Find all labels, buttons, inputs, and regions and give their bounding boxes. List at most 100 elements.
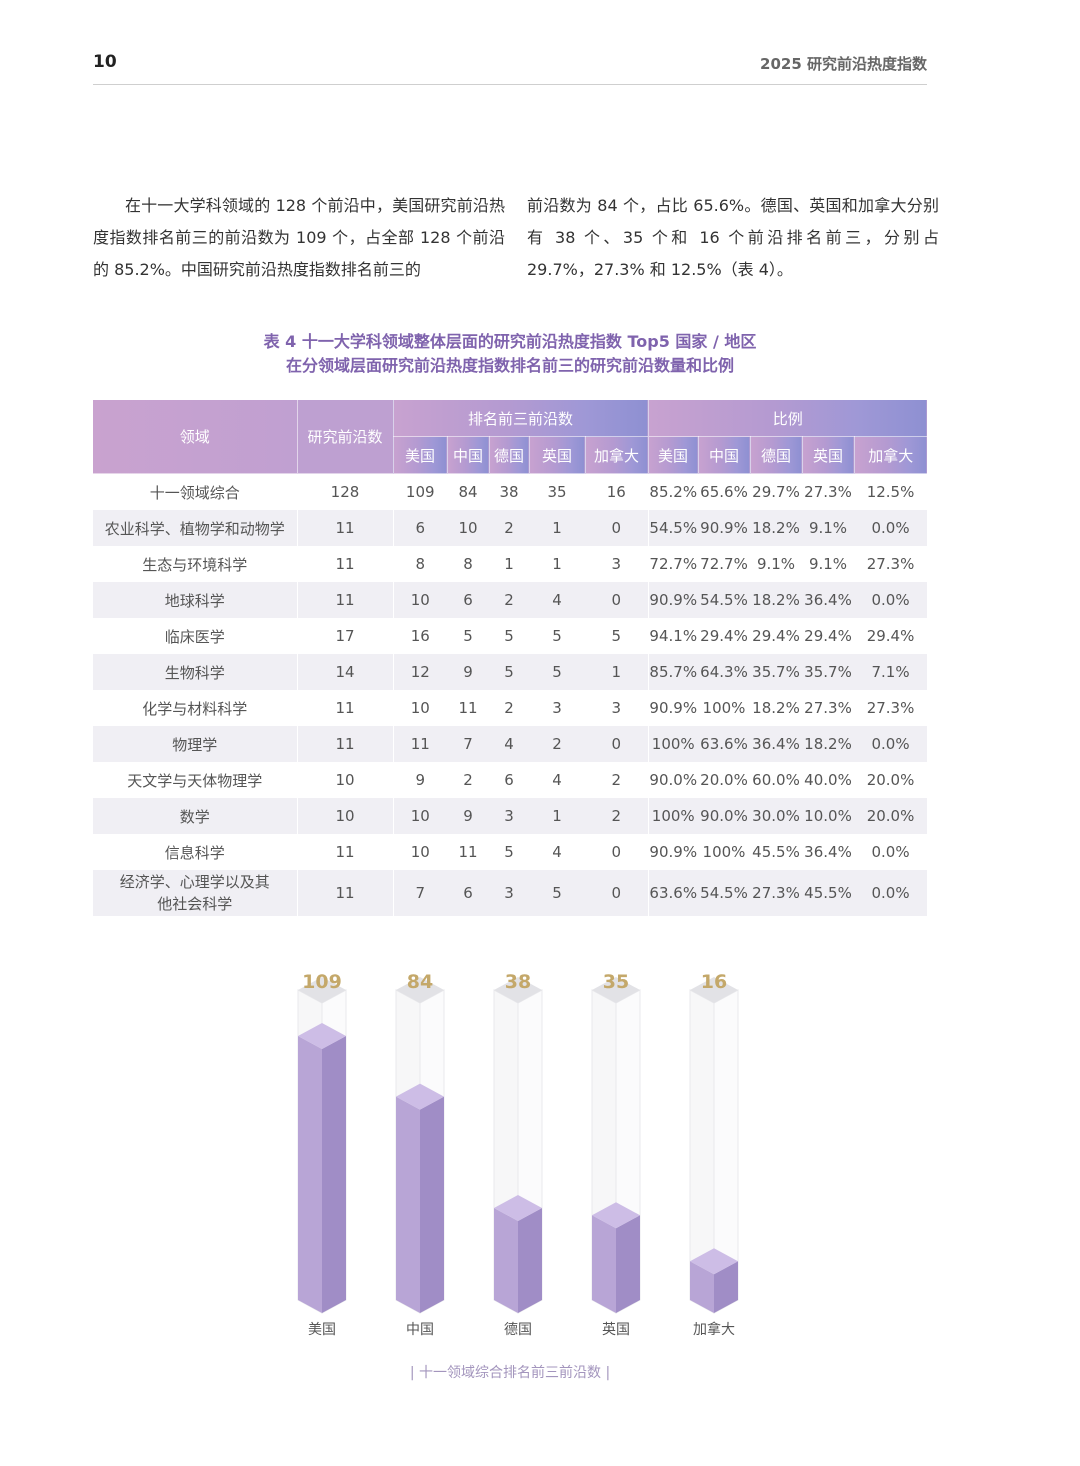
cell-count: 0 bbox=[585, 510, 649, 546]
cell-ratio: 63.6% bbox=[698, 726, 750, 762]
bar-category-label: 英国 bbox=[602, 1321, 630, 1338]
cell-ratio: 20.0% bbox=[866, 771, 915, 789]
cell-ratio: 9.1% bbox=[756, 555, 796, 573]
header-count-country: 加拿大 bbox=[584, 436, 648, 474]
cell-ratio: 36.4% bbox=[802, 582, 854, 618]
bar-value-label: 84 bbox=[407, 971, 433, 993]
header-count-country: 中国 bbox=[446, 436, 489, 474]
bar-value-label: 38 bbox=[505, 971, 531, 993]
header-count-country: 美国 bbox=[392, 436, 447, 474]
cell-count: 3 bbox=[585, 690, 649, 726]
cell-field: 物理学 bbox=[93, 726, 298, 762]
cell-ratio: 7.1% bbox=[854, 654, 928, 690]
header-ratio-country: 美国 bbox=[647, 436, 698, 474]
cell-total: 10 bbox=[297, 798, 394, 834]
cell-ratio: 10.0% bbox=[802, 798, 854, 834]
cell-count: 6 bbox=[447, 582, 489, 618]
cell-count: 5 bbox=[504, 843, 514, 861]
cell-count: 3 bbox=[585, 546, 649, 582]
cell-ratio: 100% bbox=[702, 699, 746, 717]
table-caption-line-1: 表 4 十一大学科领域整体层面的研究前沿热度指数 Top5 国家 / 地区 bbox=[263, 332, 757, 351]
cell-count: 0 bbox=[585, 870, 649, 916]
table-row: 数学 10 10 9 3 1 2 100% 90.0% 30.0% 10.0% 20.0% bbox=[93, 798, 928, 834]
cell-count: 5 bbox=[489, 654, 529, 690]
cell-ratio: 0.0% bbox=[871, 843, 910, 861]
cell-ratio: 90.0% bbox=[649, 771, 698, 789]
table-caption: 表 4 十一大学科领域整体层面的研究前沿热度指数 Top5 国家 / 地区 在分… bbox=[93, 330, 927, 378]
cell-ratio: 100% bbox=[702, 843, 746, 861]
cell-field: 生态与环境科学 bbox=[93, 546, 298, 582]
table-row: 临床医学 17 16 5 5 5 5 94.1% 29.4% 29.4% 29.4% 29.4% bbox=[93, 618, 927, 654]
cell-count: 1 bbox=[529, 510, 585, 546]
cell-ratio: 90.9% bbox=[649, 699, 698, 717]
cell-ratio: 27.3% bbox=[750, 870, 802, 916]
table-caption-line-2: 在分领域层面研究前沿热度指数排名前三的研究前沿数量和比例 bbox=[285, 356, 734, 375]
cell-count: 8 bbox=[463, 555, 473, 573]
bar-value-label: 16 bbox=[701, 971, 727, 993]
cell-field: 信息科学 bbox=[93, 834, 298, 870]
cell-ratio: 35.7% bbox=[802, 654, 854, 690]
cell-ratio: 54.5% bbox=[698, 870, 750, 916]
cell-field: 化学与材料科学 bbox=[93, 690, 298, 726]
cell-ratio: 29.4% bbox=[804, 627, 852, 645]
table-row: 信息科学 11 10 11 5 4 0 90.9% 100% 45.5% 36.4% 0.0% bbox=[93, 834, 927, 870]
header-ratio-country: 德国 bbox=[749, 436, 802, 474]
tube-top bbox=[592, 977, 640, 1003]
cell-count: 2 bbox=[504, 699, 514, 717]
header-top3-group: 排名前三前沿数 bbox=[392, 400, 648, 437]
cell-count: 5 bbox=[529, 654, 585, 690]
cell-count: 10 bbox=[410, 843, 430, 861]
cell-count: 2 bbox=[585, 762, 649, 798]
cell-ratio: 40.0% bbox=[804, 771, 852, 789]
cell-ratio: 60.0% bbox=[752, 771, 800, 789]
cell-ratio: 90.9% bbox=[698, 510, 750, 546]
cell-count: 4 bbox=[552, 843, 562, 861]
bar-category-label: 中国 bbox=[406, 1322, 434, 1338]
cell-ratio: 0.0% bbox=[854, 510, 928, 546]
cell-ratio: 100% bbox=[648, 726, 698, 762]
cell-ratio: 20.0% bbox=[700, 771, 748, 789]
bar-front-face bbox=[298, 1036, 322, 1313]
header-count-country: 英国 bbox=[528, 436, 585, 474]
header-total: 研究前沿数 bbox=[296, 400, 393, 474]
cell-total: 11 bbox=[297, 726, 394, 762]
bar-value-label: 35 bbox=[603, 971, 629, 993]
cell-ratio: 18.2% bbox=[752, 699, 800, 717]
cell-count: 3 bbox=[489, 870, 529, 916]
cell-count: 9 bbox=[447, 654, 489, 690]
data-table: 领域 研究前沿数 排名前三前沿数 比例 美国 中国 德国 英国 加拿大 美国 中国 德国 英国加… bbox=[93, 400, 928, 916]
cell-ratio: 27.3% bbox=[866, 699, 915, 717]
cell-count: 9 bbox=[415, 771, 426, 789]
cell-count: 38 bbox=[499, 483, 519, 501]
cell-count: 0 bbox=[585, 834, 649, 870]
cell-ratio: 0.0% bbox=[854, 870, 928, 916]
chart-caption: | 十一领域综合排名前三前沿数 | bbox=[409, 1365, 611, 1381]
cell-ratio: 65.6% bbox=[700, 483, 748, 501]
running-title: 2025 研究前沿热度指数 bbox=[760, 55, 927, 73]
cell-count: 84 bbox=[458, 483, 478, 501]
header-field: 领域 bbox=[93, 400, 297, 474]
body-paragraph-left: 在十一大学科领域的 128 个前沿中，美国研究前沿热度指数排名前三的前沿数为 1… bbox=[93, 196, 505, 279]
bar-side-face bbox=[518, 1207, 542, 1313]
cell-count: 10 bbox=[393, 798, 447, 834]
table-row: 天文学与天体物理学 10 9 2 6 4 2 90.0% 20.0% 60.0% 40.0% 20.0… bbox=[93, 762, 927, 798]
bar-side-face bbox=[714, 1261, 738, 1313]
cell-ratio: 27.3% bbox=[866, 555, 915, 573]
cell-ratio: 64.3% bbox=[698, 654, 750, 690]
cell-count: 4 bbox=[552, 771, 562, 789]
cell-ratio: 9.1% bbox=[802, 510, 854, 546]
cell-ratio: 29.7% bbox=[752, 483, 800, 501]
cell-ratio: 30.0% bbox=[750, 798, 802, 834]
cell-field: 经济学、心理学以及其他社会科学 bbox=[93, 870, 298, 916]
header-ratio-country: 中国 bbox=[697, 436, 750, 474]
bar-front-face bbox=[494, 1207, 518, 1313]
cell-count: 35 bbox=[547, 483, 567, 501]
bar-front-face bbox=[690, 1261, 714, 1313]
cell-count: 11 bbox=[458, 699, 478, 717]
cell-count: 5 bbox=[463, 627, 473, 645]
cell-count: 0 bbox=[585, 582, 649, 618]
table-row: 农业科学、植物学和动物学 11 6 10 2 1 0 54.5% 90.9% 18.2% 9.1% 0… bbox=[93, 510, 928, 546]
header-count-country: 德国 bbox=[488, 436, 529, 474]
cell-total: 17 bbox=[297, 618, 394, 654]
table-row: 地球科学 11 10 6 2 4 0 90.9% 54.5% 18.2% 36.4% 0.0% bbox=[93, 582, 928, 618]
